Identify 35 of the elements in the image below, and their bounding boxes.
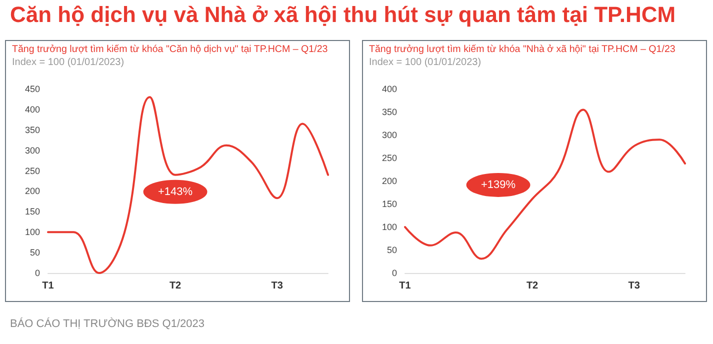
y-tick-label: 250 xyxy=(24,166,40,176)
x-tick-label: T2 xyxy=(169,280,182,292)
x-tick-label: T2 xyxy=(526,280,539,292)
x-tick-label: T1 xyxy=(399,280,412,292)
text: BÁO CÁO THỊ TRƯỜNG BĐS Q1/2023 xyxy=(10,318,204,330)
x-tick-label: T1 xyxy=(42,280,54,292)
y-tick-label: 200 xyxy=(382,176,397,186)
x-tick-label: T3 xyxy=(628,280,640,292)
x-tick-label: T3 xyxy=(271,280,284,292)
y-tick-label: 100 xyxy=(24,227,40,238)
y-tick-label: 300 xyxy=(382,130,397,140)
text: Căn hộ dịch vụ và Nhà ở xã hội thu hút sự quan tâm tại TP.HCM xyxy=(10,2,676,27)
y-tick-label: 100 xyxy=(382,222,397,232)
y-tick-label: 400 xyxy=(24,104,40,114)
y-tick-label: 350 xyxy=(382,107,397,117)
y-tick-label: 150 xyxy=(24,206,40,217)
chart-title: Tăng trưởng lượt tìm kiếm từ khóa "Nhà ở xã hội" tại TP.HCM – Q1/23 xyxy=(369,44,676,55)
y-tick-label: 200 xyxy=(24,186,40,196)
y-tick-label: 150 xyxy=(382,199,397,209)
y-tick-label: 50 xyxy=(30,248,40,258)
y-tick-label: 450 xyxy=(24,84,40,94)
y-tick-label: 0 xyxy=(392,268,397,278)
chart-title: Tăng trưởng lượt tìm kiếm từ khóa "Căn hộ dịch vụ" tại TP.HCM – Q1/23 xyxy=(12,44,328,55)
line-series xyxy=(404,108,686,260)
y-tick-label: 0 xyxy=(34,268,40,278)
line-series xyxy=(47,96,329,274)
y-tick-label: 400 xyxy=(382,84,397,94)
y-tick-label: 250 xyxy=(382,153,397,163)
chart-subtitle: Index = 100 (01/01/2023) xyxy=(369,57,482,68)
annotation: +143% xyxy=(158,186,193,198)
annotation: +139% xyxy=(480,178,516,191)
chart-subtitle: Index = 100 (01/01/2023) xyxy=(12,57,124,68)
y-tick-label: 350 xyxy=(24,124,40,135)
y-tick-label: 50 xyxy=(386,245,397,255)
y-tick-label: 300 xyxy=(24,145,40,156)
